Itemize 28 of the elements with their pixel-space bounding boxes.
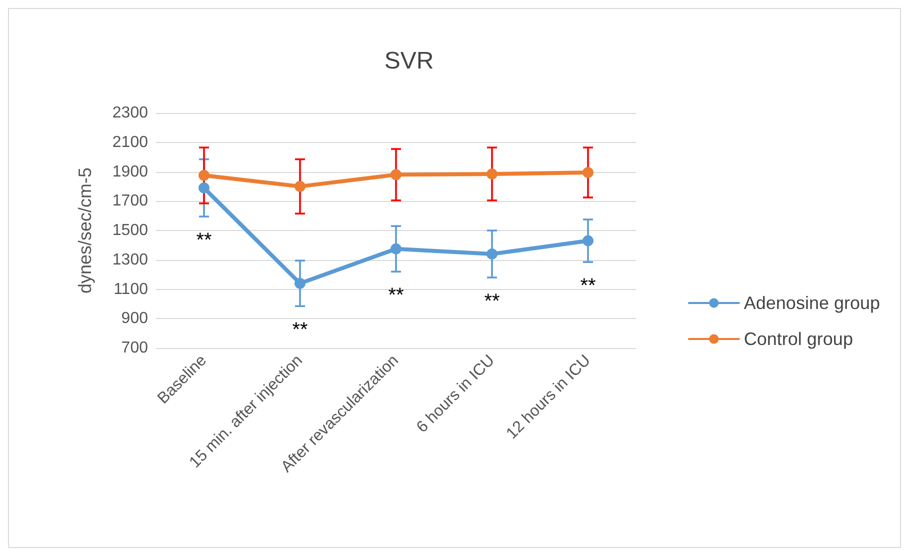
y-tick-label: 1900 — [112, 163, 148, 180]
y-tick-label: 1100 — [114, 280, 148, 298]
annotation: ** — [388, 284, 404, 307]
annotation: ** — [484, 290, 500, 312]
point — [390, 169, 402, 180]
annotation: ** — [196, 230, 212, 252]
point — [582, 235, 594, 246]
annotation: ** — [292, 319, 308, 342]
y-tick-label: 700 — [121, 340, 148, 356]
point — [198, 182, 210, 194]
legend-label: Adenosine group — [744, 293, 880, 313]
y-tick-label: 1700 — [112, 192, 148, 210]
y-axis-title: dynes/sec/cm-5 — [75, 167, 95, 294]
y-tick-label: 900 — [121, 310, 148, 328]
chart-title: SVR — [384, 48, 434, 74]
y-tick-label: 2300 — [112, 104, 148, 122]
point — [390, 243, 402, 254]
y-tick-label: 1300 — [112, 251, 148, 268]
point — [294, 278, 306, 289]
point — [294, 180, 306, 192]
legend-label: Control group — [744, 329, 853, 349]
y-tick-label: 1500 — [112, 222, 148, 239]
y-tick-label: 2100 — [112, 134, 148, 151]
point — [486, 168, 498, 180]
point — [486, 248, 498, 260]
annotation: ** — [580, 275, 596, 298]
point — [198, 170, 210, 181]
point — [582, 166, 594, 178]
